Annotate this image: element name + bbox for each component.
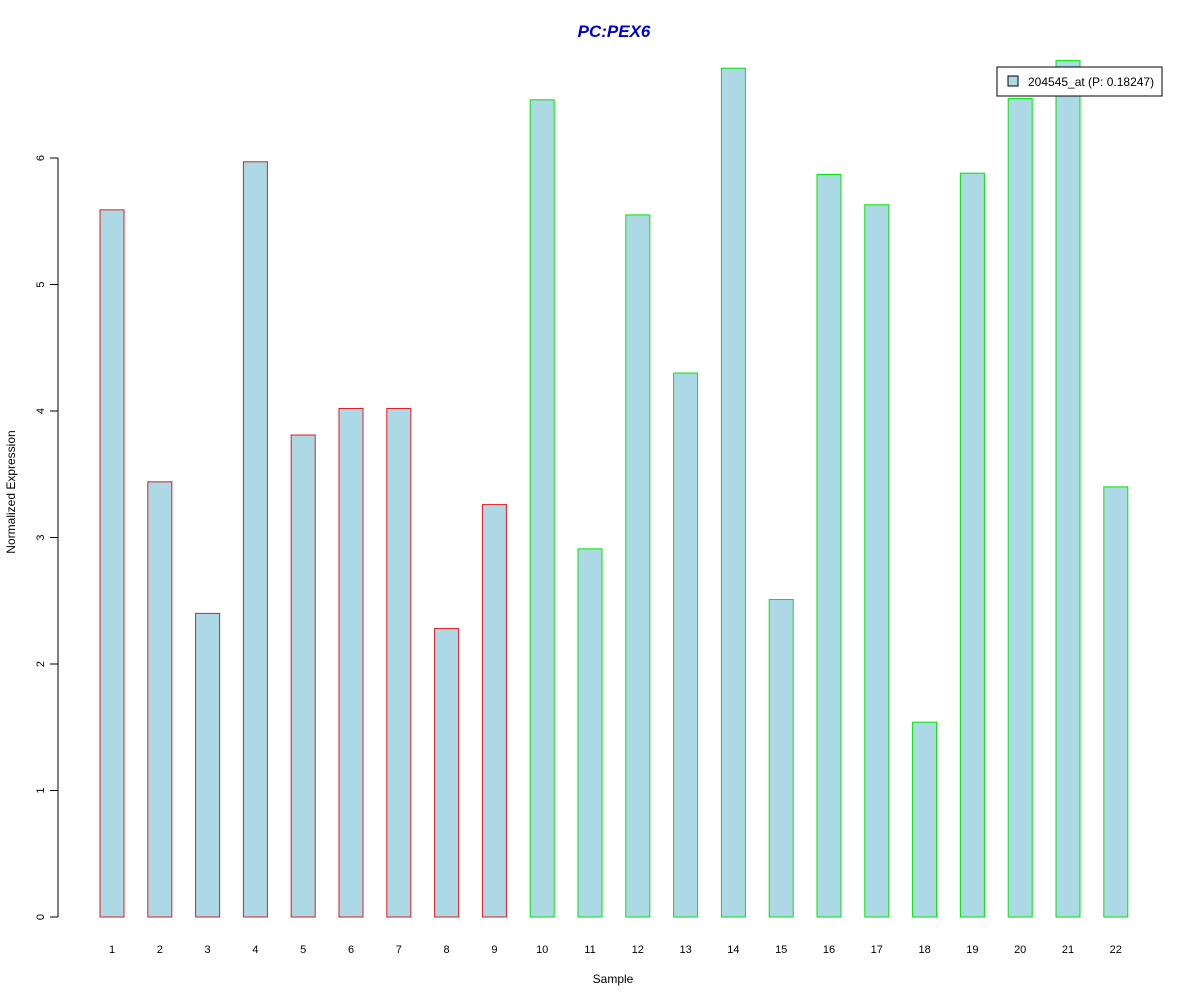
x-tick-label: 15 <box>775 944 787 956</box>
bar <box>99 209 125 918</box>
x-axis-label: Sample <box>593 972 634 986</box>
x-tick-label: 1 <box>109 944 115 956</box>
bar <box>864 204 890 918</box>
y-tick-label: 3 <box>35 534 47 540</box>
x-tick-label: 18 <box>918 944 930 956</box>
y-tick-label: 1 <box>35 787 47 793</box>
bar <box>242 161 268 918</box>
x-tick-label: 19 <box>966 944 978 956</box>
y-tick-label: 0 <box>35 914 47 920</box>
x-tick-label: 10 <box>536 944 548 956</box>
legend-entry: 204545_at (P: 0.18247) <box>1028 75 1154 89</box>
x-tick-label: 16 <box>823 944 835 956</box>
bar <box>1055 60 1081 918</box>
x-tick-label: 17 <box>871 944 883 956</box>
bar <box>147 481 173 918</box>
legend-box <box>996 66 1163 97</box>
bar <box>1007 98 1033 918</box>
x-tick-label: 2 <box>157 944 163 956</box>
bar <box>481 504 507 918</box>
x-tick-label: 8 <box>444 944 450 956</box>
y-tick-label: 5 <box>35 281 47 287</box>
legend: 204545_at (P: 0.18247) <box>996 66 1163 97</box>
bar <box>625 214 651 918</box>
x-tick-label: 14 <box>727 944 739 956</box>
y-tick-label: 2 <box>35 661 47 667</box>
bar <box>720 67 746 918</box>
bar <box>816 173 842 918</box>
x-tick-label: 4 <box>252 944 258 956</box>
chart-title: PC:PEX6 <box>578 22 651 41</box>
x-tick-label: 3 <box>205 944 211 956</box>
legend-swatch <box>1007 75 1019 87</box>
bar <box>195 612 221 918</box>
bar <box>768 598 794 918</box>
x-tick-label: 21 <box>1062 944 1074 956</box>
x-tick-label: 20 <box>1014 944 1026 956</box>
x-tick-label: 12 <box>632 944 644 956</box>
bar <box>529 99 555 918</box>
bar <box>386 407 412 918</box>
x-tick-label: 9 <box>491 944 497 956</box>
x-tick-label: 5 <box>300 944 306 956</box>
bar <box>1103 486 1129 918</box>
bar <box>338 407 364 918</box>
bar <box>577 548 603 918</box>
x-tick-label: 13 <box>679 944 691 956</box>
bar <box>434 628 460 918</box>
bar <box>912 721 938 918</box>
bar <box>959 172 985 918</box>
y-axis: 0 1 2 3 4 5 6 <box>35 155 59 920</box>
y-axis-label: Normalized Expression <box>4 430 18 553</box>
bars-group <box>99 60 1129 918</box>
y-tick-label: 6 <box>35 155 47 161</box>
bar <box>290 434 316 918</box>
x-tick-labels: 1 2 3 4 5 6 7 8 9 10 11 12 13 14 15 16 17 18 19 20 21 22 <box>109 944 1122 956</box>
x-tick-label: 11 <box>584 944 595 956</box>
bar <box>673 372 699 918</box>
x-tick-label: 6 <box>348 944 354 956</box>
x-tick-label: 22 <box>1110 944 1122 956</box>
y-tick-label: 4 <box>35 408 47 414</box>
x-tick-label: 7 <box>396 944 402 956</box>
